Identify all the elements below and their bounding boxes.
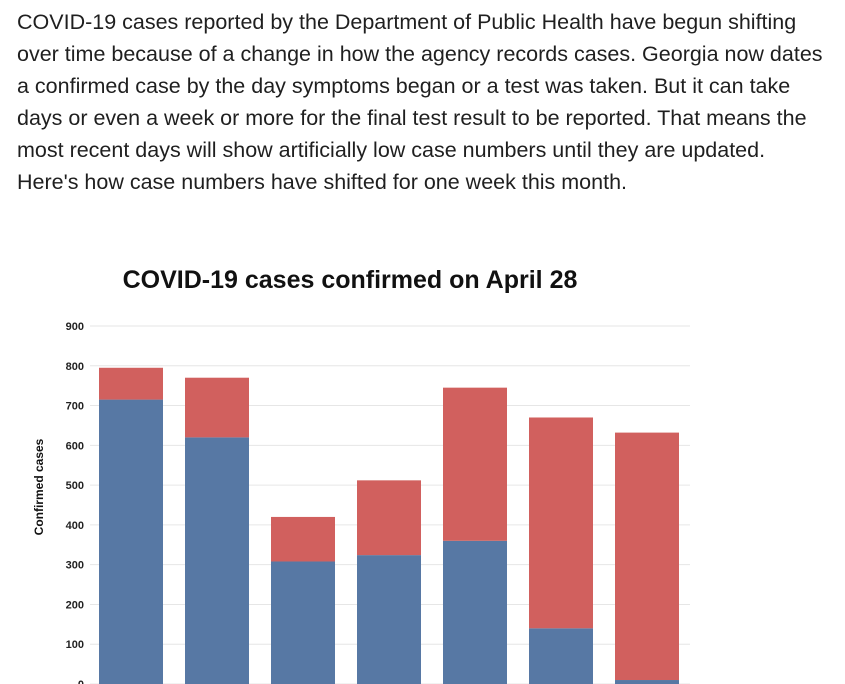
y-tick-label: 100 — [66, 639, 84, 651]
y-tick-label: 700 — [66, 401, 84, 413]
chart-title: COVID-19 cases confirmed on April 28 — [122, 266, 578, 294]
bar-segment-series-1 — [615, 680, 679, 684]
bar-segment-series-2 — [271, 516, 335, 562]
y-tick-label: 500 — [66, 480, 84, 492]
y-axis-label: Confirmed cases — [32, 438, 46, 535]
bar-segment-series-1 — [99, 399, 163, 684]
bar-segment-series-2 — [443, 387, 507, 541]
bar-segment-series-2 — [99, 367, 163, 400]
bar-segment-series-1 — [185, 437, 249, 684]
bar-segment-series-1 — [443, 540, 507, 684]
bar-segment-series-2 — [185, 377, 249, 438]
article-paragraph: COVID-19 cases reported by the Departmen… — [17, 10, 823, 194]
bar-segment-series-2 — [615, 432, 679, 681]
y-tick-label: 400 — [66, 520, 84, 532]
bar-segment-series-1 — [271, 561, 335, 684]
y-tick-label: 800 — [66, 361, 84, 373]
y-tick-label: 300 — [66, 560, 84, 572]
bar-segment-series-2 — [357, 480, 421, 556]
y-tick-label: 200 — [66, 599, 84, 611]
bar-segment-series-2 — [529, 417, 593, 629]
y-tick-label: 600 — [66, 440, 84, 452]
y-axis-ticks: 0 100 200 300 400 500 600 700 800 900 — [66, 321, 84, 684]
bar-segment-series-1 — [357, 555, 421, 684]
bars — [99, 367, 679, 684]
y-tick-label: 0 — [78, 679, 84, 684]
y-tick-label: 900 — [66, 321, 84, 333]
bar-segment-series-1 — [529, 628, 593, 684]
